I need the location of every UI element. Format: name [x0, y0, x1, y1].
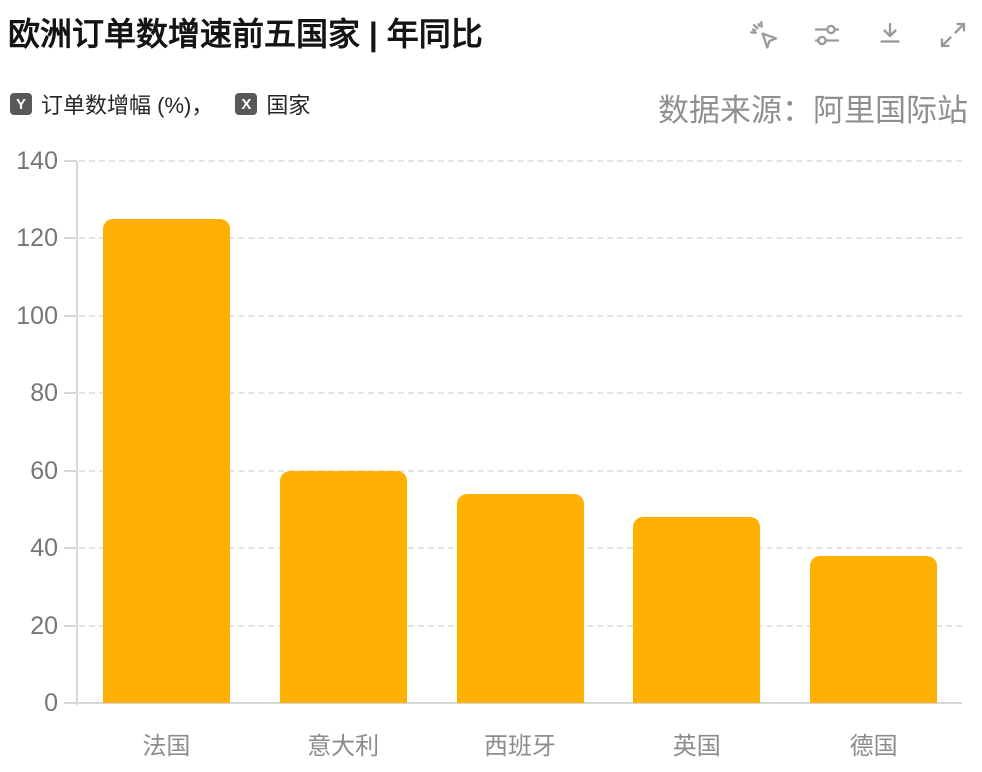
- y-tick-mark: [64, 702, 77, 704]
- y-tick-label: 120: [16, 224, 58, 253]
- download-icon[interactable]: [875, 20, 905, 50]
- x-category-label: 意大利: [307, 733, 380, 760]
- grid-line: [79, 160, 962, 162]
- y-axis-label: 订单数增幅 (%): [41, 93, 192, 118]
- axis-legend: Y 订单数增幅 (%) ， X 国家: [10, 88, 310, 120]
- y-axis-badge: Y: [10, 93, 32, 115]
- y-tick-label: 0: [44, 689, 58, 717]
- y-tick-mark: [64, 547, 77, 550]
- x-category-label: 法国: [142, 733, 191, 760]
- bar[interactable]: [810, 555, 938, 703]
- data-source-label: 数据来源：阿里国际站: [658, 93, 968, 128]
- magic-cursor-icon[interactable]: [749, 20, 779, 50]
- y-tick-mark: [64, 237, 77, 240]
- y-tick-label: 60: [30, 456, 58, 485]
- x-axis-baseline: [78, 702, 962, 704]
- legend-separator: ，: [191, 93, 214, 118]
- y-tick-label: 100: [16, 301, 58, 330]
- y-axis-line: [76, 161, 78, 705]
- grid-line: [79, 314, 962, 317]
- x-category-label: 西班牙: [484, 733, 556, 760]
- y-tick-label: 80: [30, 379, 58, 408]
- y-tick-mark: [64, 624, 77, 627]
- x-category-label: 德国: [849, 733, 898, 760]
- expand-icon[interactable]: [938, 20, 968, 50]
- bar[interactable]: [456, 493, 584, 703]
- y-tick-label: 140: [16, 147, 58, 175]
- chart-toolbar: [749, 20, 968, 50]
- y-tick-label: 40: [30, 534, 58, 563]
- sliders-icon[interactable]: [812, 20, 842, 50]
- x-category-label: 英国: [672, 733, 721, 760]
- y-tick-mark: [64, 314, 77, 317]
- y-tick-label: 20: [30, 611, 58, 640]
- chart-title: 欧洲订单数增速前五国家 | 年同比: [8, 16, 483, 52]
- x-axis-badge: X: [235, 93, 258, 115]
- bar[interactable]: [102, 219, 230, 703]
- grid-line: [79, 237, 962, 240]
- y-tick-mark: [64, 160, 77, 162]
- x-axis-label: 国家: [266, 93, 311, 118]
- y-tick-mark: [64, 392, 77, 395]
- bar[interactable]: [279, 470, 407, 703]
- bar[interactable]: [633, 517, 761, 703]
- y-tick-mark: [64, 469, 77, 472]
- grid-line: [79, 469, 962, 472]
- grid-line: [79, 392, 962, 395]
